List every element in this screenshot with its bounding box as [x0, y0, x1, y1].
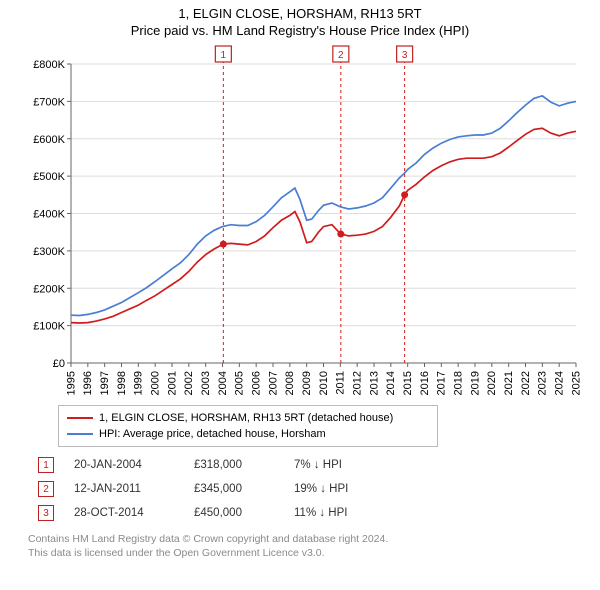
footer-line-1: Contains HM Land Registry data © Crown c… — [28, 533, 584, 547]
series-price_paid — [71, 128, 576, 323]
y-tick-label: £100K — [33, 321, 65, 333]
legend-label: HPI: Average price, detached house, Hors… — [99, 428, 326, 440]
x-tick-label: 2003 — [200, 371, 212, 395]
x-tick-label: 2006 — [250, 371, 262, 395]
x-tick-label: 2017 — [436, 371, 448, 395]
x-tick-label: 1998 — [116, 371, 128, 395]
event-date: 20-JAN-2004 — [74, 459, 174, 471]
x-tick-label: 2008 — [284, 371, 296, 395]
sale-events-table: 1 20-JAN-2004 £318,000 7% ↓ HPI 2 12-JAN-2011… — [38, 453, 584, 525]
chart-container: 1, ELGIN CLOSE, HORSHAM, RH13 5RT Price … — [0, 0, 600, 590]
y-tick-label: £0 — [53, 358, 65, 370]
x-tick-label: 1996 — [82, 371, 94, 395]
y-tick-label: £200K — [33, 283, 65, 295]
event-row: 3 28-OCT-2014 £450,000 11% ↓ HPI — [38, 501, 584, 525]
x-tick-label: 2018 — [452, 371, 464, 395]
x-tick-label: 2016 — [419, 371, 431, 395]
legend-swatch — [67, 433, 93, 435]
legend-row: 1, ELGIN CLOSE, HORSHAM, RH13 5RT (detac… — [67, 410, 429, 426]
x-tick-label: 2005 — [234, 371, 246, 395]
footer-line-2: This data is licensed under the Open Gov… — [28, 547, 584, 561]
y-tick-label: £400K — [33, 209, 65, 221]
legend-swatch — [67, 417, 93, 419]
event-price: £450,000 — [194, 507, 274, 519]
chart-svg: £0 £100K £200K £300K £400K £500K £600K £700K £80… — [26, 44, 586, 399]
x-tick-label: 2021 — [503, 371, 515, 395]
event-hpi-diff: 7% ↓ HPI — [294, 459, 342, 471]
sale-point — [337, 231, 344, 238]
event-date: 28-OCT-2014 — [74, 507, 174, 519]
x-tick-label: 2023 — [537, 371, 549, 395]
x-tick-label: 2019 — [469, 371, 481, 395]
event-hpi-diff: 11% ↓ HPI — [294, 507, 347, 519]
event-price: £318,000 — [194, 459, 274, 471]
marker-number: 1 — [221, 50, 227, 61]
y-tick-label: £600K — [33, 134, 65, 146]
event-row: 1 20-JAN-2004 £318,000 7% ↓ HPI — [38, 453, 584, 477]
y-tick-label: £700K — [33, 96, 65, 108]
x-tick-label: 2013 — [368, 371, 380, 395]
legend-row: HPI: Average price, detached house, Hors… — [67, 426, 429, 442]
event-price: £345,000 — [194, 483, 274, 495]
x-tick-label: 1997 — [99, 371, 111, 395]
event-row: 2 12-JAN-2011 £345,000 19% ↓ HPI — [38, 477, 584, 501]
event-number-box: 2 — [38, 481, 54, 497]
y-tick-label: £500K — [33, 171, 65, 183]
legend-label: 1, ELGIN CLOSE, HORSHAM, RH13 5RT (detac… — [99, 412, 393, 424]
footer-attribution: Contains HM Land Registry data © Crown c… — [28, 533, 584, 560]
chart-plot-area: £0 £100K £200K £300K £400K £500K £600K £700K £80… — [26, 44, 586, 399]
x-tick-label: 2002 — [183, 371, 195, 395]
event-number-box: 3 — [38, 505, 54, 521]
x-tick-label: 2007 — [267, 371, 279, 395]
chart-title: 1, ELGIN CLOSE, HORSHAM, RH13 5RT — [8, 6, 592, 21]
x-tick-label: 2014 — [385, 371, 397, 395]
chart-subtitle: Price paid vs. HM Land Registry's House … — [8, 23, 592, 38]
series-hpi — [71, 96, 576, 316]
marker-number: 2 — [338, 50, 344, 61]
y-tick-label: £300K — [33, 246, 65, 258]
y-tick-label: £800K — [33, 59, 65, 71]
x-tick-label: 1999 — [133, 371, 145, 395]
event-number-box: 1 — [38, 457, 54, 473]
x-tick-label: 2004 — [217, 371, 229, 395]
event-date: 12-JAN-2011 — [74, 483, 174, 495]
x-tick-label: 2011 — [335, 371, 347, 395]
x-tick-label: 2022 — [520, 371, 532, 395]
x-tick-label: 2009 — [301, 371, 313, 395]
sale-point — [220, 241, 227, 248]
x-tick-label: 2001 — [166, 371, 178, 395]
x-tick-label: 2020 — [486, 371, 498, 395]
sale-point — [401, 191, 408, 198]
legend-box: 1, ELGIN CLOSE, HORSHAM, RH13 5RT (detac… — [58, 405, 438, 447]
x-tick-label: 2012 — [351, 371, 363, 395]
x-tick-label: 2015 — [402, 371, 414, 395]
event-hpi-diff: 19% ↓ HPI — [294, 483, 348, 495]
x-tick-label: 2024 — [553, 371, 565, 395]
x-tick-label: 2025 — [570, 371, 582, 395]
marker-number: 3 — [402, 50, 408, 61]
x-tick-label: 2010 — [318, 371, 330, 395]
x-tick-label: 1995 — [65, 371, 77, 395]
x-tick-label: 2000 — [149, 371, 161, 395]
